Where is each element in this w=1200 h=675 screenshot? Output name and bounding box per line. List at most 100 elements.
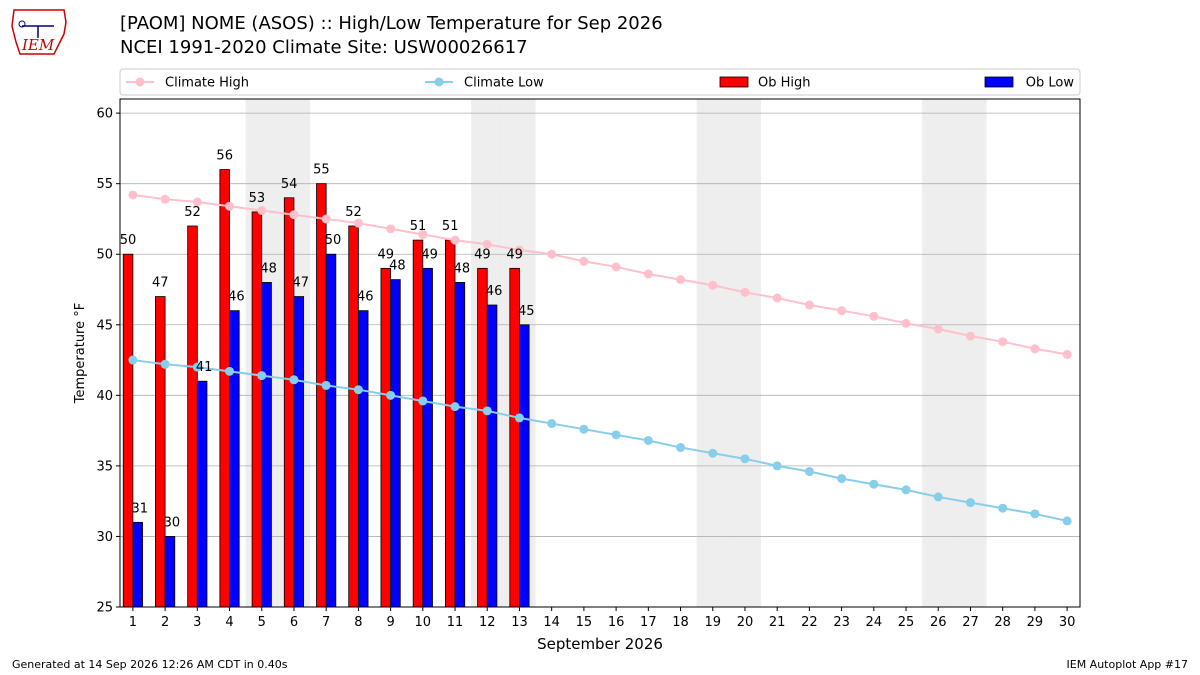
x-tick-label: 15 bbox=[576, 615, 593, 630]
ob-low-bar bbox=[486, 304, 498, 608]
climate-low-point bbox=[804, 467, 814, 477]
climate-high-point bbox=[933, 324, 943, 334]
ob-high-value-label: 49 bbox=[474, 247, 491, 262]
ob-low-bar bbox=[293, 296, 305, 608]
ob-low-value-label: 31 bbox=[131, 501, 148, 516]
ob-low-value-label: 48 bbox=[260, 261, 277, 276]
x-tick-label: 14 bbox=[543, 615, 560, 630]
climate-low-point bbox=[1030, 509, 1040, 519]
climate-high-point bbox=[998, 337, 1008, 347]
x-tick-label: 30 bbox=[1059, 615, 1076, 630]
y-tick-label: 50 bbox=[96, 248, 113, 263]
chart-subtitle: NCEI 1991-2020 Climate Site: USW00026617 bbox=[120, 37, 528, 58]
y-tick-label: 60 bbox=[96, 107, 113, 122]
ob-low-bar bbox=[325, 253, 337, 608]
y-tick-label: 45 bbox=[96, 318, 113, 333]
ob-high-bar bbox=[412, 239, 424, 608]
ob-high-bar bbox=[348, 225, 359, 608]
climate-high-point bbox=[772, 293, 782, 303]
ob-low-value-label: 49 bbox=[421, 247, 438, 262]
x-tick-label: 25 bbox=[898, 615, 915, 630]
climate-high-point bbox=[353, 218, 363, 228]
x-tick-label: 2 bbox=[161, 615, 169, 630]
ob-low-value-label: 46 bbox=[357, 290, 374, 305]
ob-low-bar bbox=[261, 282, 272, 608]
ob-high-value-label: 49 bbox=[377, 247, 394, 262]
climate-high-point bbox=[450, 235, 460, 245]
x-tick-label: 10 bbox=[415, 615, 432, 630]
ob-high-bar bbox=[122, 253, 134, 608]
x-tick-label: 20 bbox=[737, 615, 754, 630]
climate-low-point bbox=[514, 413, 524, 423]
climate-low-point bbox=[611, 430, 621, 440]
ob-high-bar bbox=[187, 225, 198, 608]
x-tick-label: 16 bbox=[608, 615, 625, 630]
legend: Climate High Climate Low Ob High Ob Low bbox=[119, 68, 1081, 96]
climate-high-point bbox=[901, 318, 911, 328]
x-tick-label: 24 bbox=[866, 615, 883, 630]
climate-low-point bbox=[901, 485, 911, 495]
x-tick-label: 9 bbox=[386, 615, 394, 630]
ob-low-bar bbox=[390, 279, 401, 608]
y-tick-label: 25 bbox=[96, 601, 113, 616]
climate-high-point bbox=[676, 275, 686, 285]
x-tick-label: 8 bbox=[354, 615, 362, 630]
ob-low-value-label: 41 bbox=[196, 360, 213, 375]
data-labels: 50 47 52 56 53 54 55 52 49 51 51 49 49 31 30 41 46 48 47 50… bbox=[120, 149, 535, 531]
climate-low-point bbox=[321, 380, 331, 390]
x-tick-label: 6 bbox=[290, 615, 298, 630]
iem-logo: IEM bbox=[11, 9, 67, 55]
climate-low-point bbox=[225, 366, 235, 376]
x-tick-label: 12 bbox=[479, 615, 496, 630]
climate-high-point bbox=[643, 269, 653, 279]
climate-low-point bbox=[708, 448, 718, 458]
x-tick-label: 11 bbox=[447, 615, 464, 630]
chart-title: [PAOM] NOME (ASOS) :: High/Low Temperatu… bbox=[120, 13, 663, 34]
ob-low-bar bbox=[164, 536, 176, 608]
ob-low-bar bbox=[196, 380, 208, 608]
climate-high-point bbox=[965, 331, 975, 341]
ob-low-bar bbox=[422, 267, 433, 608]
ob-low-bar bbox=[454, 282, 466, 608]
climate-low-point bbox=[643, 435, 653, 445]
climate-high-point bbox=[804, 300, 814, 310]
ob-low-value-label: 45 bbox=[518, 304, 535, 319]
x-tick-label: 5 bbox=[258, 615, 266, 630]
y-tick-label: 40 bbox=[96, 389, 113, 404]
x-tick-label: 4 bbox=[225, 615, 233, 630]
legend-ob-low: Ob Low bbox=[984, 76, 1074, 91]
climate-low-point bbox=[160, 359, 170, 369]
ob-high-value-label: 49 bbox=[506, 247, 523, 262]
climate-low-point bbox=[128, 355, 138, 365]
climate-high-point bbox=[1030, 344, 1040, 354]
climate-high-point bbox=[579, 256, 589, 266]
climate-high-point bbox=[514, 245, 524, 255]
ob-high-bar bbox=[477, 267, 488, 608]
climate-high-point bbox=[128, 190, 138, 200]
ob-high-bar bbox=[155, 296, 166, 608]
ob-high-value-label: 47 bbox=[152, 276, 169, 291]
weekend-shade-band bbox=[922, 99, 955, 607]
ob-low-value-label: 47 bbox=[293, 276, 310, 291]
ob-high-bar bbox=[219, 169, 230, 608]
climate-low-point bbox=[676, 443, 686, 453]
x-tick-label: 28 bbox=[994, 615, 1011, 630]
climate-high-point bbox=[386, 224, 396, 234]
climate-low-point bbox=[547, 419, 557, 429]
ob-low-value-label: 48 bbox=[454, 261, 471, 276]
y-tick-label: 55 bbox=[96, 177, 113, 192]
x-tick-label: 19 bbox=[704, 615, 721, 630]
climate-low-point bbox=[1062, 516, 1072, 526]
climate-low-point bbox=[257, 371, 267, 381]
ob-high-bar bbox=[283, 197, 295, 608]
ob-low-bar bbox=[357, 310, 369, 608]
climate-high-point bbox=[289, 210, 299, 220]
weekend-shade-band bbox=[728, 99, 762, 607]
climate-high-point bbox=[321, 214, 331, 224]
climate-high-point bbox=[869, 311, 879, 321]
climate-lines bbox=[128, 190, 1072, 526]
climate-high-point bbox=[740, 287, 750, 297]
ob-high-value-label: 55 bbox=[313, 163, 330, 178]
ob-high-value-label: 51 bbox=[410, 219, 427, 234]
climate-low-point bbox=[450, 402, 460, 412]
